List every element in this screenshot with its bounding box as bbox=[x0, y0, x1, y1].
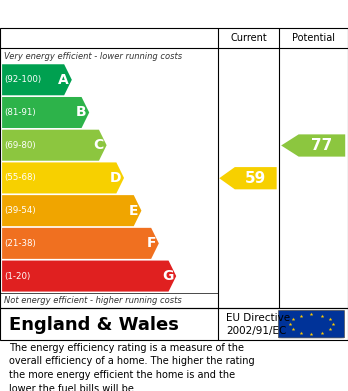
Polygon shape bbox=[2, 97, 89, 128]
Text: C: C bbox=[94, 138, 104, 152]
Text: (55-68): (55-68) bbox=[4, 174, 36, 183]
Text: G: G bbox=[162, 269, 173, 283]
Text: B: B bbox=[76, 106, 86, 120]
Text: E: E bbox=[129, 204, 139, 218]
Text: (92-100): (92-100) bbox=[4, 75, 41, 84]
Text: (21-38): (21-38) bbox=[4, 239, 36, 248]
Text: 77: 77 bbox=[311, 138, 333, 153]
Polygon shape bbox=[2, 228, 159, 259]
Polygon shape bbox=[2, 64, 72, 95]
Polygon shape bbox=[2, 162, 124, 194]
Text: (1-20): (1-20) bbox=[4, 272, 30, 281]
Text: D: D bbox=[110, 171, 121, 185]
Text: F: F bbox=[147, 236, 156, 250]
FancyBboxPatch shape bbox=[278, 310, 345, 338]
Text: England & Wales: England & Wales bbox=[9, 316, 179, 334]
Text: The energy efficiency rating is a measure of the
overall efficiency of a home. T: The energy efficiency rating is a measur… bbox=[9, 343, 254, 391]
Polygon shape bbox=[2, 260, 176, 292]
Polygon shape bbox=[281, 135, 345, 157]
Text: Current: Current bbox=[230, 33, 267, 43]
Text: Not energy efficient - higher running costs: Not energy efficient - higher running co… bbox=[4, 296, 182, 305]
Text: 59: 59 bbox=[245, 171, 266, 186]
Text: Energy Efficiency Rating: Energy Efficiency Rating bbox=[9, 8, 211, 23]
Polygon shape bbox=[2, 130, 106, 161]
Text: (39-54): (39-54) bbox=[4, 206, 36, 215]
Text: A: A bbox=[58, 73, 69, 87]
Polygon shape bbox=[219, 167, 277, 189]
Text: (81-91): (81-91) bbox=[4, 108, 36, 117]
Polygon shape bbox=[2, 195, 141, 226]
Text: EU Directive
2002/91/EC: EU Directive 2002/91/EC bbox=[226, 312, 290, 336]
Text: Very energy efficient - lower running costs: Very energy efficient - lower running co… bbox=[4, 52, 182, 61]
Text: Potential: Potential bbox=[292, 33, 335, 43]
Text: (69-80): (69-80) bbox=[4, 141, 36, 150]
